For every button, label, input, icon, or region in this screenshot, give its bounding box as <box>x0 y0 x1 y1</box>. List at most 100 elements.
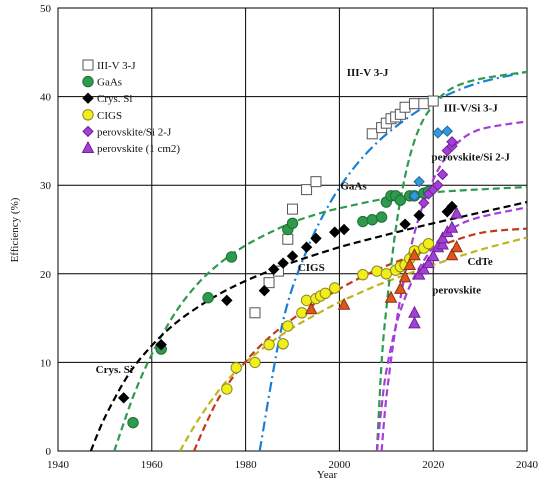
data-point <box>304 302 318 315</box>
data-point <box>357 268 369 281</box>
x-tick-label: 2040 <box>516 459 539 471</box>
data-point <box>445 248 459 261</box>
y-tick-label: 40 <box>40 92 52 104</box>
data-point <box>286 250 299 262</box>
data-point <box>446 136 458 148</box>
data-point <box>436 237 449 250</box>
data-point <box>286 217 299 229</box>
data-point <box>301 184 313 196</box>
y-axis-label: Efficiency (%) <box>9 197 21 262</box>
data-point <box>450 206 463 219</box>
fit-curve <box>258 70 527 451</box>
data-point <box>268 263 280 276</box>
data-points <box>117 95 463 429</box>
data-point <box>408 305 421 318</box>
data-point <box>408 248 421 261</box>
data-point <box>202 292 214 304</box>
data-point <box>282 233 294 245</box>
data-point <box>300 241 313 253</box>
data-point <box>380 268 392 280</box>
data-point <box>399 101 411 113</box>
data-point <box>155 338 167 351</box>
data-point <box>221 383 233 395</box>
data-point <box>432 179 444 191</box>
legend-marker <box>81 140 95 153</box>
data-point <box>394 194 407 206</box>
data-point <box>263 277 275 289</box>
data-point <box>436 231 449 244</box>
data-point <box>366 128 378 140</box>
data-point <box>337 297 351 310</box>
data-point <box>408 316 421 329</box>
data-point <box>398 270 412 283</box>
data-point <box>296 307 308 319</box>
annotation-label: III-V 3-J <box>347 67 389 79</box>
x-tick-label: 1940 <box>47 459 70 471</box>
fit-curve <box>113 185 527 451</box>
annotations: III-V 3-J III-V/Si 3-J GaAs perovskite/Si 2… <box>96 67 511 376</box>
data-point <box>446 200 458 213</box>
data-point <box>422 256 435 269</box>
data-point <box>394 281 407 294</box>
data-point <box>408 98 420 110</box>
annotation-label: CdTe <box>467 256 492 268</box>
data-point <box>413 209 425 222</box>
data-point <box>399 218 411 230</box>
data-point <box>263 338 275 351</box>
data-point <box>287 203 298 215</box>
annotation-label: perovskite <box>432 284 481 296</box>
y-tick-label: 50 <box>40 3 52 15</box>
data-point <box>432 127 444 139</box>
data-point <box>403 257 417 270</box>
legend-label: Crys. Si <box>97 93 132 105</box>
y-tick-label: 20 <box>40 269 52 281</box>
data-point <box>366 214 378 226</box>
legend-label: CIGS <box>97 110 122 122</box>
data-point <box>319 287 332 299</box>
data-point <box>445 220 459 233</box>
x-axis-label: Year <box>317 469 338 481</box>
annotation-label: CIGS <box>298 262 325 274</box>
data-point <box>371 265 383 277</box>
data-point <box>300 294 313 307</box>
data-point <box>310 232 322 245</box>
annotation-label: perovskite/Si 2-J <box>432 151 511 163</box>
data-point <box>249 307 261 319</box>
fit-curve <box>178 236 527 451</box>
x-tick-label: 2000 <box>328 459 351 471</box>
data-point <box>338 223 350 236</box>
data-point <box>282 320 294 332</box>
data-point <box>436 168 449 181</box>
legend-marker <box>82 75 94 88</box>
data-point <box>277 338 289 350</box>
fit-curve <box>89 200 527 451</box>
annotation-label: Crys. Si <box>96 364 133 376</box>
data-point <box>357 215 369 228</box>
data-point <box>384 290 398 303</box>
data-point <box>426 249 440 262</box>
data-point <box>418 197 430 209</box>
legend-marker <box>82 59 94 71</box>
data-point <box>258 284 271 297</box>
legend-label: III-V 3-J <box>97 60 136 72</box>
data-point <box>375 211 388 223</box>
data-point <box>422 237 435 250</box>
x-tick-label: 1960 <box>141 459 164 471</box>
fit-curve <box>380 120 527 451</box>
legend-label: perovskite/Si 2-J <box>97 126 172 138</box>
data-point <box>329 282 341 294</box>
data-point <box>225 251 238 263</box>
data-point <box>127 416 139 429</box>
data-point <box>117 392 130 404</box>
data-point <box>417 262 431 275</box>
legend-marker <box>82 125 94 138</box>
y-tick-label: 0 <box>46 446 52 458</box>
y-tick-label: 30 <box>40 180 52 192</box>
tick-labels: 1940 1960 1980 2000 2020 2040 0 10 20 30 40 50 <box>40 3 539 471</box>
data-point <box>221 294 233 307</box>
legend: III-V 3-J GaAs Crys. Si CIGS perovskite/Si 2… <box>81 59 180 155</box>
data-point <box>329 226 341 238</box>
annotation-label: III-V/Si 3-J <box>444 103 499 115</box>
legend-label: perovskite (1 cm2) <box>97 143 180 155</box>
